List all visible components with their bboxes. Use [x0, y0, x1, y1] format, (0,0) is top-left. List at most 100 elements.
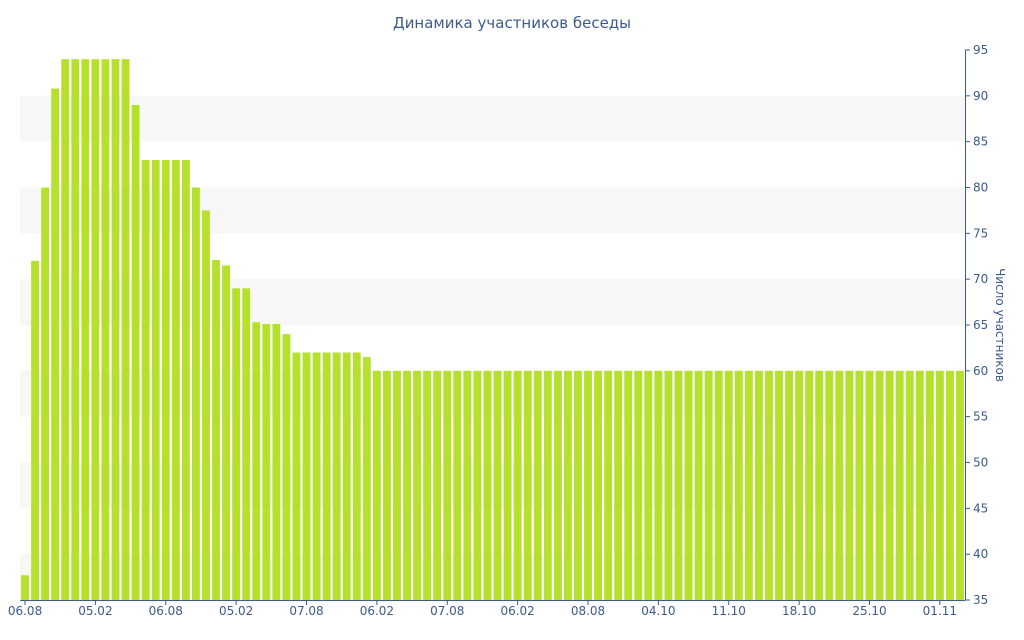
bar [151, 160, 160, 600]
chart-title: Динамика участников беседы [393, 14, 631, 32]
bar [252, 322, 261, 600]
bar [956, 370, 964, 600]
bar [644, 370, 653, 600]
bar [232, 288, 241, 600]
grid-band [20, 554, 965, 600]
bar [835, 370, 844, 600]
bar [262, 324, 271, 600]
y-tick-label: 35 [973, 593, 988, 607]
grid-bands [20, 95, 965, 600]
y-tick-label: 95 [973, 43, 988, 57]
bar [533, 370, 542, 600]
bar [654, 370, 663, 600]
grid-band [20, 279, 965, 325]
bar [61, 59, 70, 600]
bar [312, 352, 321, 600]
bar [584, 370, 592, 600]
y-tick-label: 65 [973, 318, 988, 332]
x-tick-label: 04.10 [641, 604, 675, 618]
bar-series [21, 59, 964, 600]
bar [574, 370, 582, 600]
bar [895, 370, 904, 600]
y-tick-label: 50 [973, 456, 988, 470]
bar [503, 370, 512, 600]
x-tick-label: 07.08 [289, 604, 323, 618]
bar [31, 260, 40, 600]
bar [513, 370, 522, 600]
bar [624, 370, 633, 600]
bar [664, 370, 673, 600]
bar [141, 160, 150, 600]
y-tick-label: 85 [973, 135, 988, 149]
bar [744, 370, 753, 600]
bar [865, 370, 874, 600]
y-tick-label: 90 [973, 89, 988, 103]
bar [443, 370, 452, 600]
x-tick-label: 05.02 [219, 604, 253, 618]
y-tick-label: 80 [973, 181, 988, 195]
bar [51, 88, 60, 600]
bar [322, 352, 331, 600]
bar [795, 370, 804, 600]
bar [91, 59, 100, 600]
bar [543, 370, 552, 600]
grid-band [20, 187, 965, 234]
x-tick-label: 06.08 [8, 604, 42, 618]
bar [192, 187, 200, 600]
bar [825, 370, 834, 600]
bar [765, 370, 773, 600]
bar [121, 59, 130, 600]
bar [674, 370, 683, 600]
x-tick-label: 25.10 [852, 604, 886, 618]
bar [493, 370, 502, 600]
y-axis-label: Число участников [993, 268, 1007, 382]
y-tick-label: 55 [973, 410, 988, 424]
bar [775, 370, 783, 600]
bar [915, 370, 924, 600]
bar [805, 370, 814, 600]
bar [523, 370, 532, 600]
bar [423, 370, 432, 600]
bar [41, 187, 50, 600]
bar [734, 370, 743, 600]
bar [222, 265, 231, 600]
bar [111, 59, 120, 600]
bar [101, 59, 110, 600]
grid-band [20, 462, 965, 509]
y-tick-label: 40 [973, 547, 988, 561]
grid-band [20, 95, 965, 142]
bar [212, 259, 220, 600]
x-tick-label: 06.02 [360, 604, 394, 618]
bar [604, 370, 613, 600]
bar [553, 370, 562, 600]
bar [181, 160, 190, 600]
bar [714, 370, 723, 600]
bar [785, 370, 793, 600]
bar [81, 59, 90, 600]
bar [131, 105, 140, 600]
bar [161, 160, 170, 600]
bar [483, 370, 492, 600]
x-tick-label: 06.08 [149, 604, 183, 618]
bar [935, 370, 944, 600]
bar [302, 352, 311, 600]
x-tick-label: 06.02 [500, 604, 534, 618]
bar [171, 160, 180, 600]
bar [282, 334, 291, 600]
bar [694, 370, 703, 600]
bar [463, 370, 472, 600]
bar [292, 352, 301, 600]
x-tick-label: 07.08 [430, 604, 464, 618]
x-tick-label: 08.08 [571, 604, 605, 618]
bar [272, 324, 281, 600]
x-tick-label: 18.10 [782, 604, 816, 618]
bar [352, 352, 361, 600]
bar [433, 370, 442, 600]
bar [202, 210, 210, 600]
bar [372, 370, 381, 600]
bar [242, 288, 251, 600]
x-tick-label: 11.10 [712, 604, 746, 618]
bar [905, 370, 914, 600]
bar [362, 357, 371, 600]
